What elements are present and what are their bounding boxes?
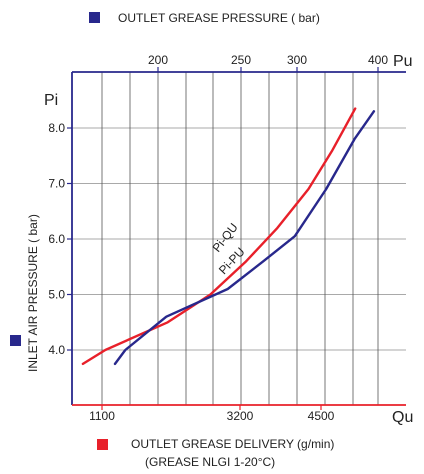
- tick-labels: 4.0 5.0 6.0 7.0 8.0 Pi 200 250 300 400 Pu 1100 3200 4…: [44, 53, 413, 426]
- bottom-legend-label-line2: (GREASE NLGI 1-20°C): [145, 455, 276, 469]
- axes: [67, 67, 406, 410]
- top-tick-label: 250: [231, 53, 251, 67]
- series-line-pi-qu: [81, 107, 357, 366]
- series-line-pi-pu: [113, 110, 376, 366]
- bottom-legend-marker: [97, 439, 108, 450]
- bottom-tick-label: 3200: [227, 409, 254, 423]
- left-tick-label: 5.0: [48, 288, 65, 302]
- left-tick-label: 7.0: [48, 177, 65, 191]
- bottom-tick-label: 4500: [308, 409, 335, 423]
- left-axis-title: INLET AIR PRESSURE ( bar): [26, 214, 40, 372]
- left-tick-label: 6.0: [48, 232, 65, 246]
- top-tick-label: 300: [287, 53, 307, 67]
- top-tick-label: 400: [368, 53, 388, 67]
- left-axis-label: Pi: [44, 92, 58, 109]
- bottom-legend-label-line1: OUTLET GREASE DELIVERY (g/min): [131, 437, 335, 451]
- grid: [72, 72, 406, 405]
- left-tick-label: 4.0: [48, 343, 65, 357]
- top-tick-label: 200: [148, 53, 168, 67]
- left-tick-label: 8.0: [48, 121, 65, 135]
- top-legend-marker: [89, 12, 100, 23]
- top-legend-label: OUTLET GREASE PRESSURE ( bar): [118, 11, 320, 25]
- top-axis-label: Pu: [393, 53, 413, 70]
- left-legend-marker: [10, 335, 21, 346]
- bottom-tick-label: 1100: [89, 409, 115, 423]
- bottom-axis-label: Qu: [392, 409, 413, 426]
